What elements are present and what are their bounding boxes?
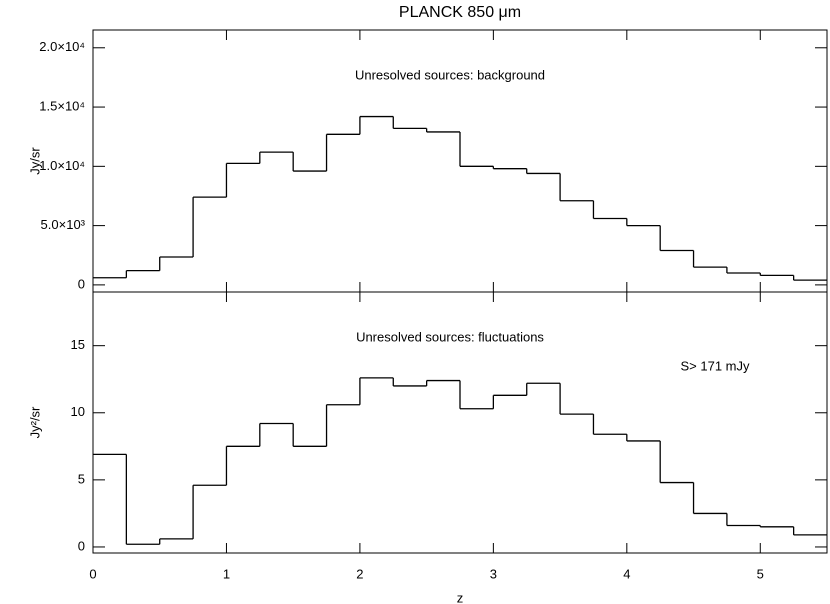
x-tick-label: 0 bbox=[89, 566, 96, 581]
x-tick-label: 1 bbox=[223, 566, 230, 581]
y-tick-label: 0 bbox=[78, 538, 85, 553]
x-axis-label: z bbox=[457, 590, 464, 604]
y-tick-label: 2.0×10⁴ bbox=[39, 39, 85, 54]
y-tick-label: 1.0×10⁴ bbox=[39, 158, 85, 173]
annotation: S> 171 mJy bbox=[680, 358, 750, 373]
y-tick-label: 5 bbox=[78, 471, 85, 486]
y-tick-label: 1.5×10⁴ bbox=[39, 98, 85, 113]
y-tick-label: 5.0×10³ bbox=[41, 217, 86, 232]
y-tick-label: 15 bbox=[71, 337, 85, 352]
y-tick-label: 0 bbox=[78, 276, 85, 291]
annotation: Unresolved sources: fluctuations bbox=[356, 329, 544, 344]
x-tick-label: 3 bbox=[490, 566, 497, 581]
y-axis-label: Jy²/sr bbox=[27, 406, 42, 438]
x-tick-label: 5 bbox=[757, 566, 764, 581]
plot-frame bbox=[92, 291, 828, 554]
x-tick-label: 2 bbox=[356, 566, 363, 581]
x-tick-label: 4 bbox=[623, 566, 630, 581]
y-axis-label: Jy/sr bbox=[27, 147, 42, 175]
annotation: Unresolved sources: background bbox=[355, 67, 545, 82]
chart-title: PLANCK 850 μm bbox=[399, 4, 521, 21]
y-tick-label: 10 bbox=[71, 404, 85, 419]
